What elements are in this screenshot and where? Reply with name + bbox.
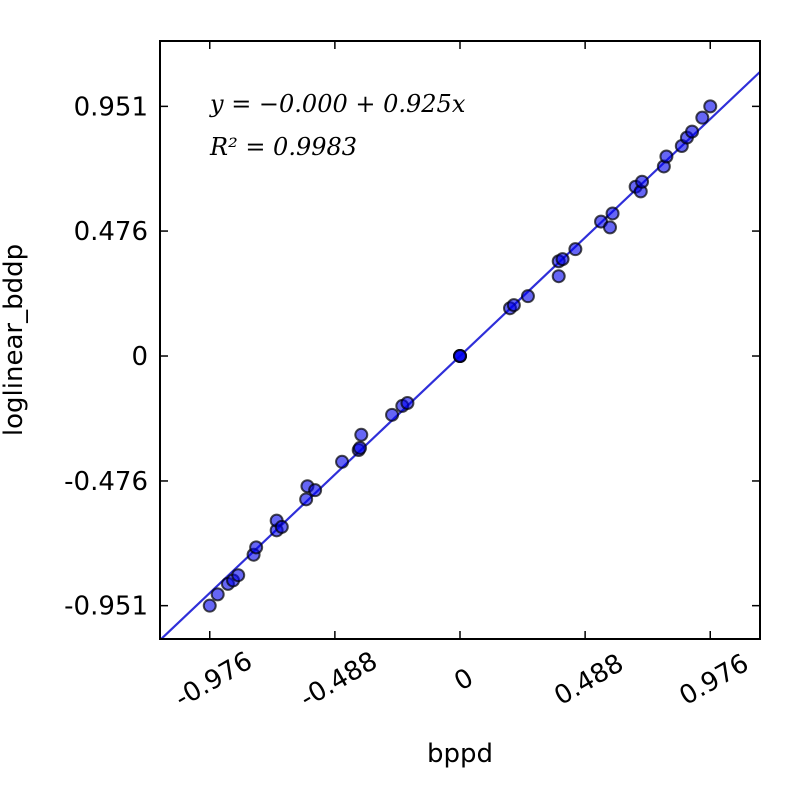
points-layer bbox=[202, 99, 718, 613]
data-point bbox=[299, 492, 314, 507]
data-point bbox=[400, 396, 415, 411]
x-tick-label: -0.488 bbox=[295, 646, 383, 714]
data-point bbox=[506, 298, 521, 313]
y-tick-label: -0.476 bbox=[64, 467, 148, 497]
r-squared: R² = 0.9983 bbox=[209, 133, 357, 161]
y-tick-label: 0 bbox=[131, 342, 148, 372]
fit-equation: y = −0.000 + 0.925x bbox=[209, 90, 466, 118]
data-point bbox=[551, 269, 566, 284]
data-point bbox=[603, 220, 617, 235]
data-point bbox=[635, 174, 650, 189]
data-point bbox=[231, 568, 246, 583]
data-point bbox=[385, 407, 400, 422]
data-point bbox=[659, 149, 674, 164]
data-point bbox=[703, 99, 718, 114]
y-tick-label: -0.951 bbox=[64, 592, 148, 622]
x-tick-label: -0.976 bbox=[170, 646, 258, 714]
plot-frame bbox=[159, 40, 761, 640]
data-point bbox=[354, 427, 369, 442]
data-point bbox=[605, 206, 620, 221]
y-tick-label: 0.951 bbox=[74, 92, 148, 122]
data-point bbox=[453, 349, 467, 364]
data-point bbox=[568, 242, 583, 257]
data-point bbox=[555, 252, 570, 267]
data-point bbox=[249, 540, 264, 555]
data-point bbox=[308, 483, 323, 498]
data-point bbox=[274, 519, 289, 534]
x-axis-label: bppd bbox=[427, 739, 493, 769]
data-point bbox=[353, 440, 367, 455]
x-tick-label: 0 bbox=[449, 663, 478, 697]
data-point bbox=[520, 289, 535, 304]
y-tick-label: 0.476 bbox=[74, 217, 148, 247]
data-point bbox=[685, 124, 700, 139]
y-axis-label: loglinear_bddp bbox=[0, 244, 29, 436]
data-point bbox=[202, 598, 217, 613]
data-point bbox=[695, 110, 710, 125]
data-point bbox=[210, 587, 225, 602]
ticks-layer: -0.976 -0.488 0 0.488 0.976 -0.951 -0.476 0 0.47… bbox=[64, 41, 760, 714]
x-tick-label: 0.488 bbox=[549, 648, 628, 711]
data-point bbox=[335, 454, 350, 469]
x-tick-label: 0.976 bbox=[675, 648, 754, 711]
